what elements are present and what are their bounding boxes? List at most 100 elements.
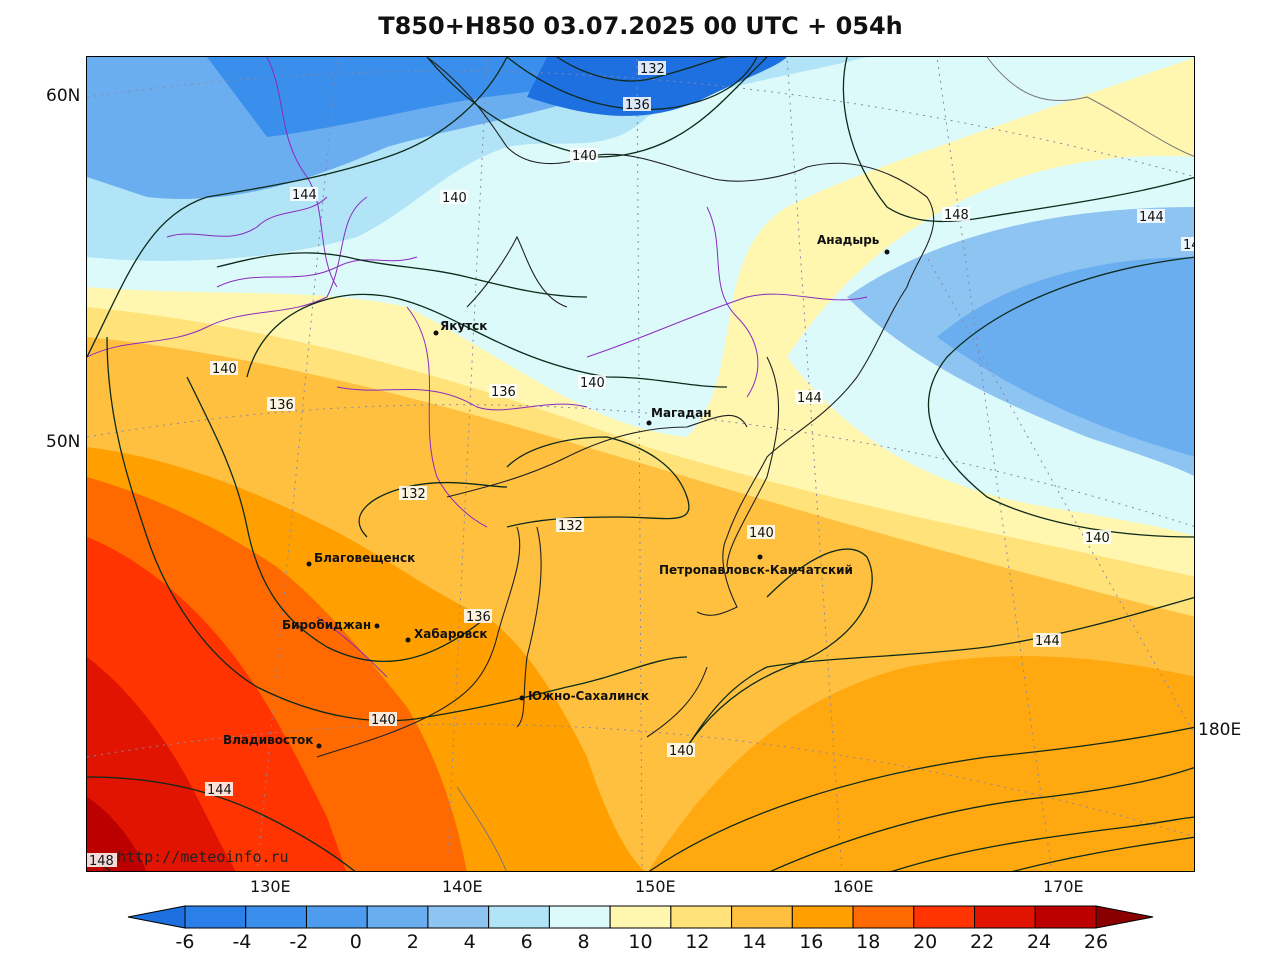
contour-label: 140 <box>371 713 396 728</box>
contour-144-sw <box>87 776 356 871</box>
lon-label-180e: 180E <box>1198 720 1242 740</box>
colorbar-tick-label: 26 <box>1084 931 1108 953</box>
temperature-field-2 <box>937 257 1194 457</box>
colorbar-cell <box>184 905 247 929</box>
lon-label-170e: 170E <box>1043 877 1084 896</box>
map-panel[interactable]: Якутск Магадан Анадырь Петропавловск-Кам… <box>86 56 1195 872</box>
contour-148-east <box>842 57 1194 223</box>
colorbar-cell <box>427 905 490 929</box>
contour-label: 144 <box>207 783 232 798</box>
coastlines-minor <box>456 57 1194 871</box>
contour-label: 140 <box>1085 531 1110 546</box>
colorbar-tick-label: 10 <box>628 931 652 953</box>
regional-borders <box>87 57 868 678</box>
map-title: T850+H850 03.07.2025 00 UTC + 054h <box>378 12 903 40</box>
contour-140-pacific <box>928 256 1194 538</box>
lon-label-160e: 160E <box>833 877 874 896</box>
contour-se-2 <box>769 766 1194 871</box>
colorbar-cell <box>791 905 854 929</box>
contour-labels: 132 136 140 144 140 144 148 144 14 140 1… <box>87 61 1195 869</box>
contour-se-1 <box>648 726 1194 871</box>
colorbar-tick-label: -4 <box>232 931 251 953</box>
city-dot-petropavlovsk <box>757 554 763 560</box>
colorbar: -6 -4 -2 0 2 4 6 8 10 12 14 16 18 20 22 24 26 <box>127 905 1154 953</box>
contour-140-kamchatka <box>686 548 873 748</box>
colorbar-cell <box>245 905 307 929</box>
city-label-petropavlovsk: Петропавловск-Камчатский <box>659 563 853 577</box>
city-markers: Якутск Магадан Анадырь Петропавловск-Кам… <box>223 233 890 749</box>
lon-label-140e: 140E <box>442 877 483 896</box>
contour-label: 136 <box>491 385 516 400</box>
colorbar-tick-label: 16 <box>799 931 823 953</box>
temperature-field-24 <box>87 797 147 871</box>
colorbar-cell <box>366 905 429 929</box>
contour-136-south <box>186 376 488 663</box>
contour-label: 132 <box>640 62 665 77</box>
contour-label: 140 <box>749 526 774 541</box>
city-label-birobidzhan: Биробиджан <box>282 618 371 632</box>
contour-132-east <box>506 436 690 528</box>
city-label-vladivostok: Владивосток <box>223 733 313 747</box>
colorbar-cell <box>1034 905 1097 929</box>
contour-144-west <box>87 57 508 358</box>
contour-label: 132 <box>558 519 583 534</box>
colorbar-tick-label: 8 <box>578 931 590 953</box>
contour-label: 144 <box>797 391 822 406</box>
city-dot-yuzhno-sakhalinsk <box>519 695 525 701</box>
contour-label: 144 <box>1035 634 1060 649</box>
contour-144-south <box>686 596 1194 748</box>
contour-label: 136 <box>269 398 294 413</box>
colorbar-cell <box>974 905 1036 929</box>
city-label-khabarovsk: Хабаровск <box>414 627 488 641</box>
lon-label-150e: 150E <box>635 877 676 896</box>
city-dot-blagoveshchensk <box>306 561 312 567</box>
colorbar-cell <box>670 905 733 929</box>
colorbar-cell <box>488 905 550 929</box>
graticule <box>87 57 1194 871</box>
contour-label: 140 <box>572 149 597 164</box>
contour-label: 14 <box>1183 238 1195 253</box>
colorbar-tick-label: 20 <box>913 931 937 953</box>
city-dot-anadyr <box>884 249 890 255</box>
contour-label: 144 <box>292 188 317 203</box>
colorbar-cell <box>731 905 793 929</box>
contour-label: 132 <box>401 487 426 502</box>
contour-se-4 <box>1012 836 1194 871</box>
city-dot-yakutsk <box>433 330 439 336</box>
city-dot-khabarovsk <box>405 637 411 643</box>
contour-label: 136 <box>466 610 491 625</box>
temperature-map: Якутск Магадан Анадырь Петропавловск-Кам… <box>87 57 1195 871</box>
contour-label: 140 <box>580 376 605 391</box>
colorbar-cell <box>548 905 611 929</box>
contour-label: 136 <box>625 98 650 113</box>
colorbar-arrow-left <box>127 905 186 929</box>
colorbar-cells <box>127 905 1154 929</box>
temperature-field-22 <box>87 657 236 871</box>
contour-label: 140 <box>442 191 467 206</box>
colorbar-tick-label: 14 <box>742 931 766 953</box>
watermark: http://meteoinfo.ru <box>117 848 289 866</box>
lat-label-50n: 50N <box>46 432 81 452</box>
city-dot-birobidzhan <box>374 623 380 629</box>
contour-136-north <box>506 57 758 111</box>
colorbar-tick-label: 18 <box>856 931 880 953</box>
lon-label-130e: 130E <box>250 877 291 896</box>
city-label-anadyr: Анадырь <box>817 233 880 247</box>
contour-140-north <box>426 57 768 158</box>
colorbar-tick-label: 22 <box>970 931 994 953</box>
colorbar-labels: -6 -4 -2 0 2 4 6 8 10 12 14 16 18 20 22 24 26 <box>176 931 1109 953</box>
contour-140-south <box>106 336 688 722</box>
colorbar-arrow-right <box>1095 905 1154 929</box>
city-dot-vladivostok <box>316 743 322 749</box>
colorbar-tick-label: 12 <box>685 931 709 953</box>
colorbar-cell <box>852 905 915 929</box>
contour-label: 140 <box>212 362 237 377</box>
lat-label-60n: 60N <box>46 86 81 106</box>
city-label-magadan: Магадан <box>651 406 712 420</box>
colorbar-tick-label: 6 <box>521 931 533 953</box>
contour-se-3 <box>891 816 1194 871</box>
contour-136-mid <box>246 293 728 388</box>
colorbar-tick-label: -2 <box>289 931 308 953</box>
contour-label: 140 <box>669 744 694 759</box>
colorbar-tick-label: -6 <box>176 931 195 953</box>
